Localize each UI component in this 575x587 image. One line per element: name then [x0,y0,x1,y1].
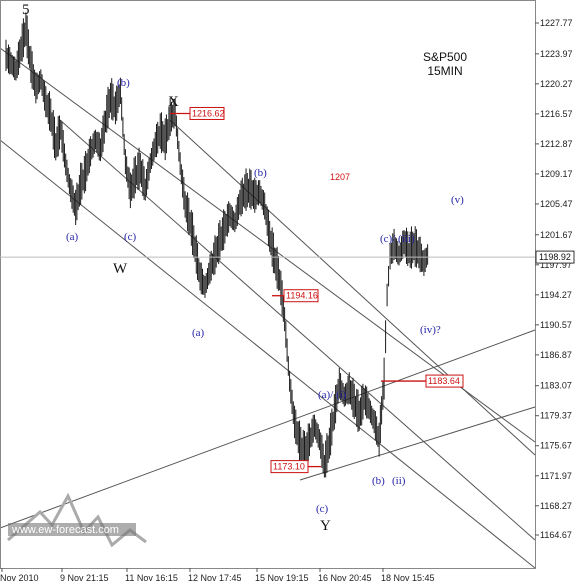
wave-label-b_ii: (b) [372,475,385,487]
wave-label-ii: (ii) [392,475,406,487]
wave-label-five: 5 [22,2,30,18]
y-tick-label: 1223.97 [540,49,573,59]
x-tick-label: Nov 2010 [0,573,39,583]
logo-line1: ELLIOTT WAVE [14,542,71,551]
x-tick-label: 11 Nov 16:15 [125,573,178,583]
wave-label-a_i: (a)/ (i) [318,389,347,401]
level-box [270,460,309,474]
channel-line-desc [0,139,536,569]
y-tick-label: 1205.47 [540,199,573,209]
channel-line-desc [59,119,536,541]
wave-label-iv: (iv)? [420,324,441,336]
y-tick-label: 1194.27 [540,290,572,300]
trend-channels [0,47,536,569]
y-tick-label: 1183.07 [540,381,572,391]
y-tick-label: 1175.67 [540,441,572,451]
logo-bar [8,523,136,536]
y-tick-label: 1197.97 [540,260,572,270]
level-box [425,374,464,388]
x-tick-label: 15 Nov 19:15 [255,573,309,583]
level-label: 1194.16 [286,291,318,301]
wave-label-a2: (a) [192,327,205,339]
annotation-1207: 1207 [330,172,350,182]
y-tick-label: 1220.27 [540,79,573,89]
wave-label-c1: (c) [124,231,137,243]
wave-label-Y: Y [320,518,331,534]
logo-url: www.ew-forecast.com [11,524,119,536]
wave-label-v: (v) [451,194,464,206]
x-tick-label: 18 Nov 15:45 [381,573,435,583]
level-label: 1183.64 [428,376,460,386]
x-tick-label: 12 Nov 17:45 [188,573,242,583]
chart-subtitle: 15MIN [427,64,462,78]
channel-line-asc [299,406,536,481]
level-label: 1216.62 [192,108,225,118]
y-tick-label: 1168.27 [540,501,572,511]
y-tick-label: 1216.57 [540,109,573,119]
y-tick-label: 1179.37 [540,411,572,421]
wave-label-c_iii: (c)/ (iii) [380,233,415,245]
wave-label-W: W [113,261,128,277]
channel-line-asc [0,329,536,529]
level-label: 1173.10 [273,462,305,472]
y-tick-label: 1186.87 [540,350,572,360]
price-bars [5,12,429,478]
level-box [283,289,319,303]
level-box [189,106,225,120]
last-price-box [535,250,575,264]
y-tick-label: 1212.87 [540,139,573,149]
logo-wave-icon [7,492,147,548]
chart-title: S&P500 [423,50,467,64]
wave-label-a1: (a) [66,231,79,243]
y-tick-label: 1171.97 [540,471,572,481]
y-tick-label: 1190.57 [540,320,572,330]
x-tick-label: 9 Nov 21:15 [60,573,109,583]
logo: www.ew-forecast.com ELLIOTT WAVEFINANCIAL… [7,492,147,561]
price-levels: 1216.62 1194.16 1183.64 1173.10 1207 [170,106,464,474]
channel-line-desc [169,119,536,456]
plot-frame [0,0,536,569]
logo-line2: FINANCIAL SERVICE [14,552,93,561]
wave-label-b1: (b) [117,77,130,89]
x-tick-label: 16 Nov 20:45 [318,573,372,583]
wave-label-c2: (c) [316,503,329,515]
wave-label-X: X [168,94,179,110]
y-tick-label: 1164.67 [540,530,572,540]
y-tick-label: 1227.77 [540,18,573,28]
y-tick-label: 1209.17 [540,169,573,179]
last-price-label: 1198.92 [539,252,571,262]
wave-label-b2: (b) [254,167,267,179]
y-tick-label: 1201.67 [540,230,573,240]
